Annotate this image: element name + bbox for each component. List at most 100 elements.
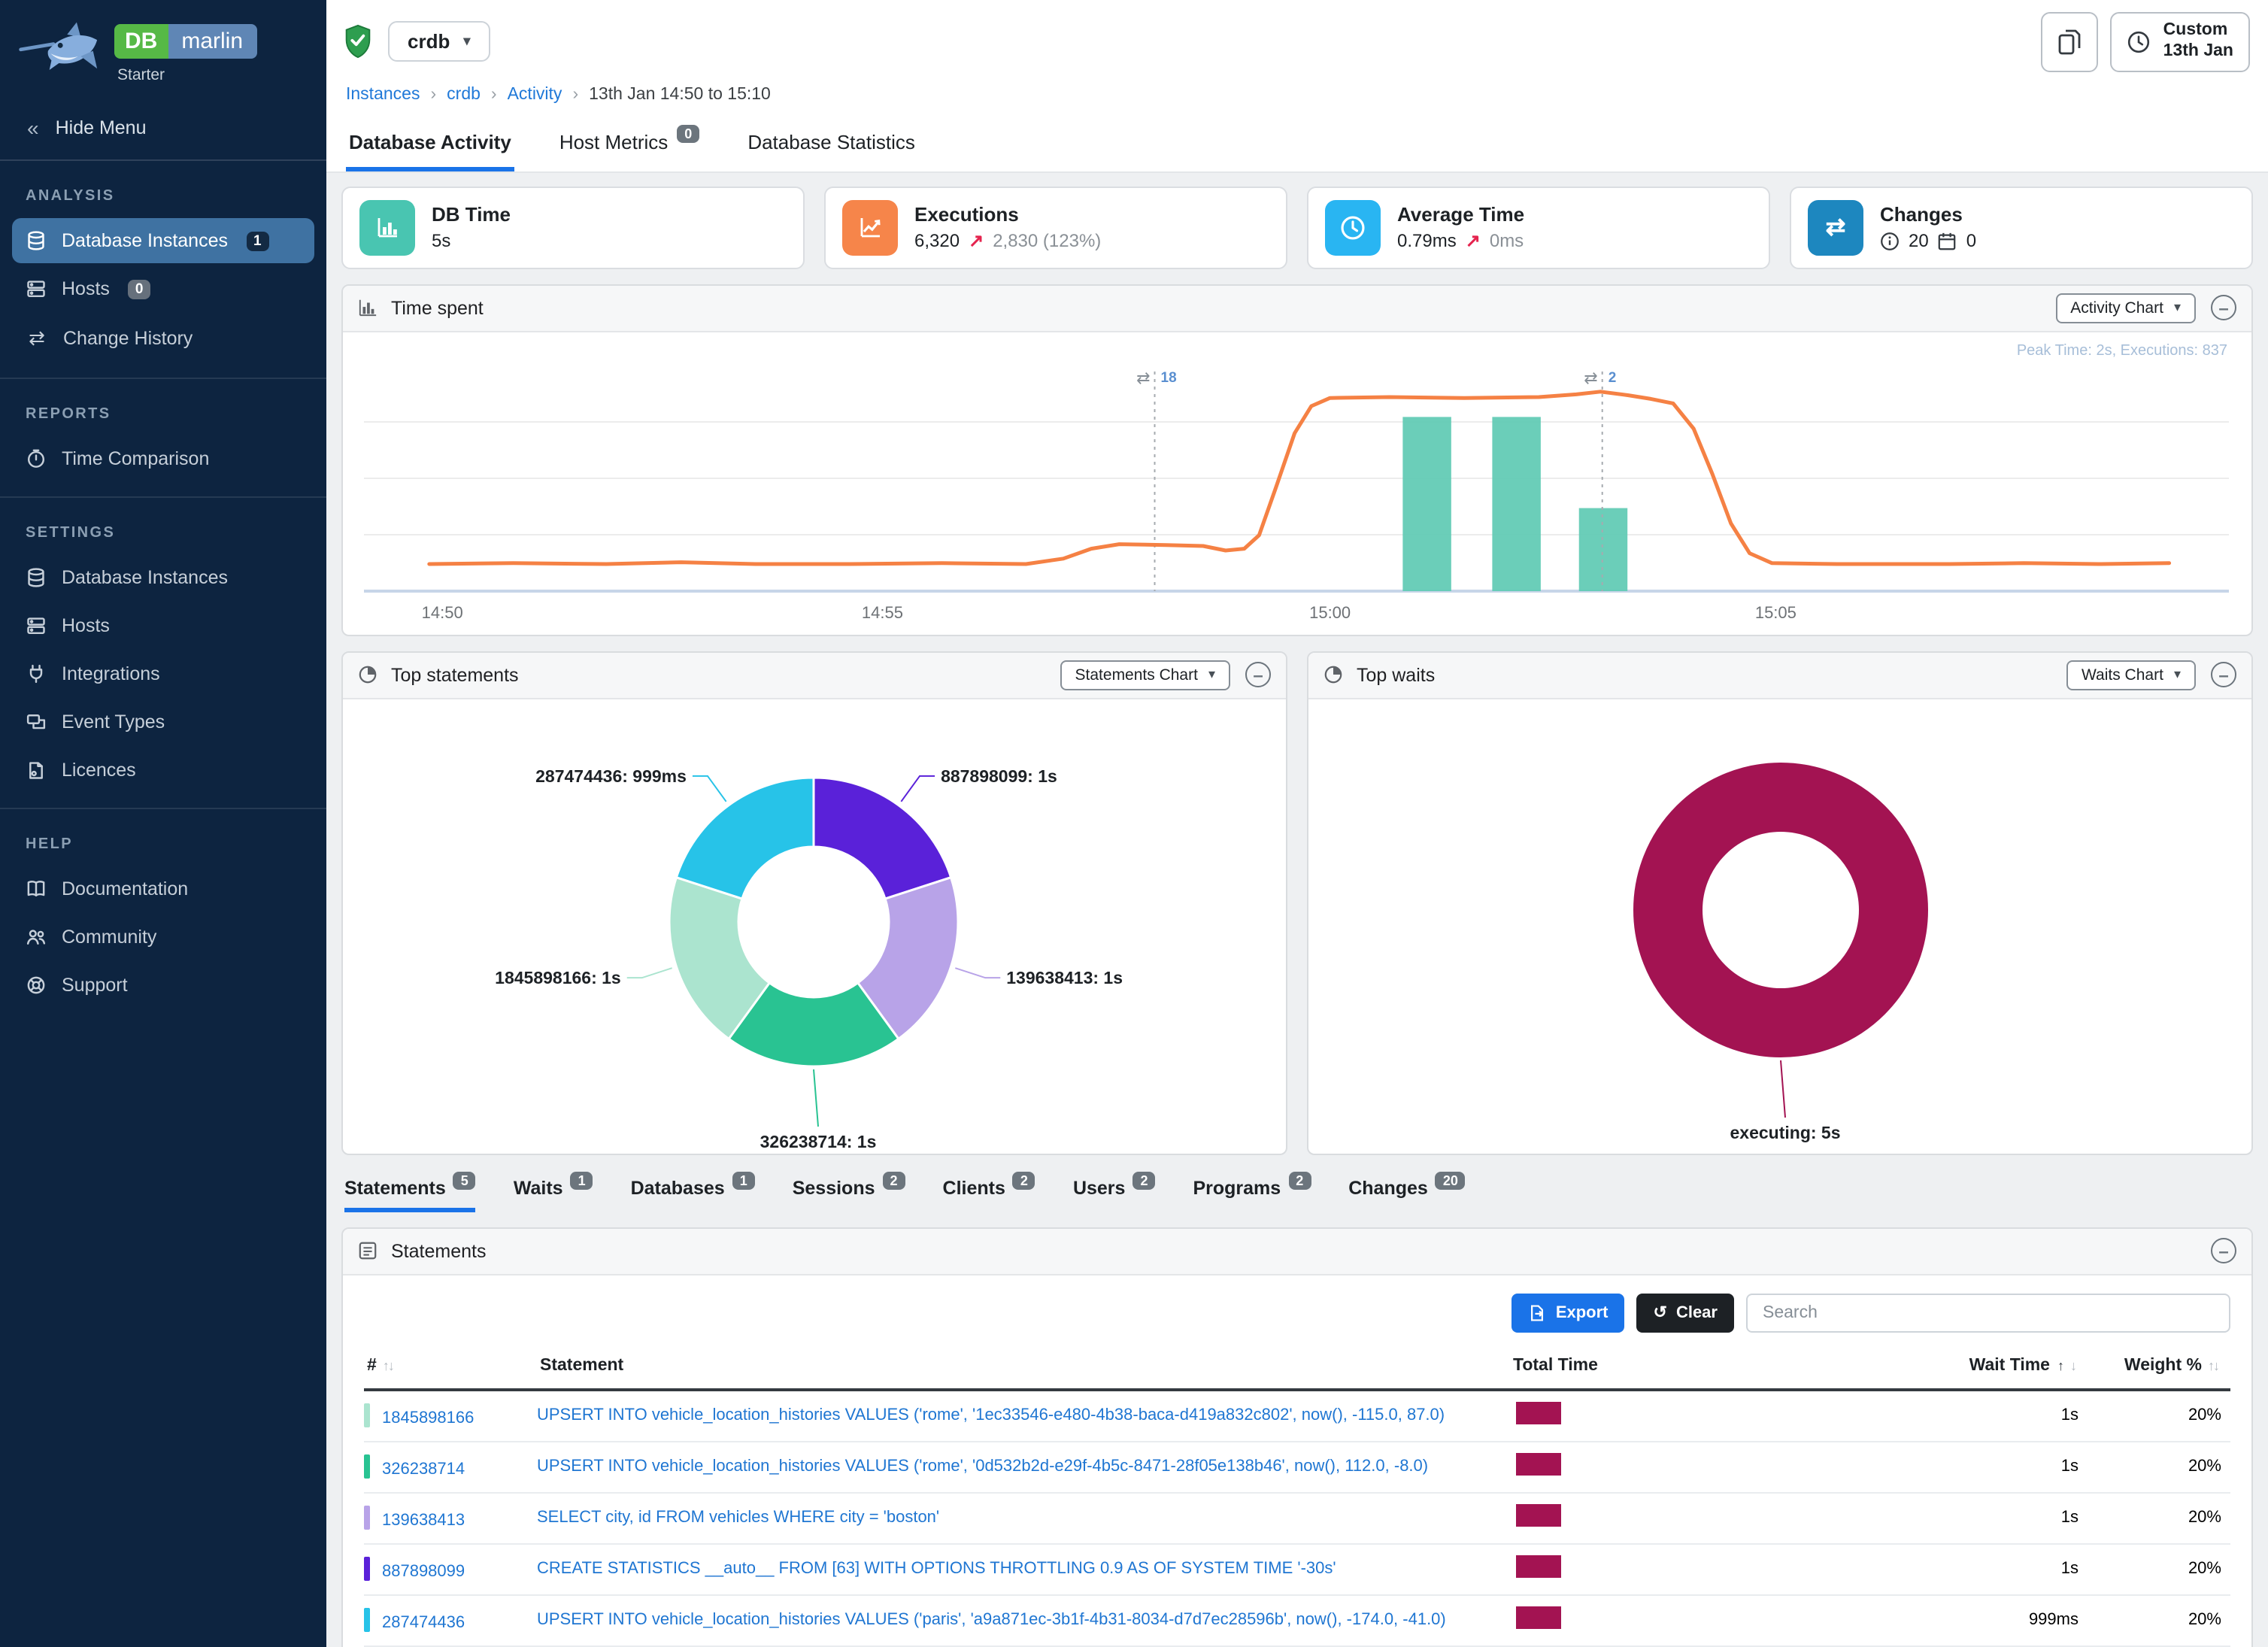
sidebar-item-documentation[interactable]: Documentation	[12, 866, 314, 911]
statement-link[interactable]: SELECT city, id FROM vehicles WHERE city…	[537, 1509, 940, 1527]
total-time-bar	[1516, 1555, 1561, 1579]
table-header: # ↑↓ Statement Total Time Wait Time ↑ ↓ Wei…	[364, 1350, 2230, 1391]
tab-clients[interactable]: Clients 2	[943, 1171, 1035, 1212]
collapse-panel-icon[interactable]: –	[2211, 295, 2236, 321]
people-icon	[26, 930, 46, 945]
sidebar-item-database-instances[interactable]: Database Instances 1	[12, 218, 314, 263]
shield-check-icon	[345, 25, 371, 59]
undo-icon: ↺	[1653, 1304, 1667, 1323]
col-wait-time[interactable]: Wait Time ↑ ↓	[1969, 1356, 2077, 1375]
statement-id-link[interactable]: 287474436	[382, 1614, 465, 1633]
tab-statements[interactable]: Statements 5	[344, 1171, 476, 1212]
activity-chart-canvas[interactable]: ⇄ 18 ⇄ 2 14:50 14:55 15:00 15:05	[349, 338, 2244, 626]
time-spent-panel: Time spent Activity Chart ▾ – Peak Time:…	[341, 284, 2253, 636]
chevron-down-icon: ▾	[1208, 666, 1215, 682]
life-ring-icon	[27, 976, 45, 994]
top-waits-donut[interactable]: executing: 5s	[1314, 699, 2246, 1153]
tab-host-metrics[interactable]: Host Metrics 0	[556, 123, 703, 171]
panel-title: Top statements	[391, 664, 519, 686]
tab-sessions[interactable]: Sessions 2	[793, 1171, 905, 1212]
statement-link[interactable]: UPSERT INTO vehicle_location_histories V…	[537, 1457, 1429, 1476]
collapse-panel-icon[interactable]: –	[1245, 662, 1271, 688]
tab-changes[interactable]: Changes 20	[1348, 1171, 1466, 1212]
count-badge: 2	[1288, 1171, 1311, 1190]
double-chevron-left-icon: «	[27, 116, 39, 140]
tab-programs[interactable]: Programs 2	[1193, 1171, 1311, 1212]
sidebar-item-change-history[interactable]: ⇄ Change History	[12, 314, 314, 362]
sidebar-item-integrations[interactable]: Integrations	[12, 651, 314, 696]
info-circle-icon	[1880, 231, 1900, 250]
statement-id-link[interactable]: 887898099	[382, 1563, 465, 1582]
breadcrumb-activity[interactable]: Activity	[507, 85, 562, 104]
col-weight[interactable]: Weight % ↑↓	[2124, 1356, 2220, 1375]
sidebar-item-community[interactable]: Community	[12, 914, 314, 960]
instance-selector-button[interactable]: crdb ▾	[388, 21, 490, 62]
time-range-button[interactable]: Custom 13th Jan	[2110, 12, 2250, 72]
hide-menu-button[interactable]: « Hide Menu	[0, 96, 326, 161]
breadcrumb-current-range: 13th Jan 14:50 to 15:10	[589, 85, 771, 104]
nav-section-analysis: ANALYSIS Database Instances 1 Hosts 0 ⇄ …	[0, 161, 326, 379]
licence-icon	[29, 762, 43, 779]
statement-id-link[interactable]: 139638413	[382, 1512, 465, 1530]
sidebar-item-event-types[interactable]: Event Types	[12, 699, 314, 745]
activity-chart-select[interactable]: Activity Chart ▾	[2055, 293, 2196, 323]
section-title: HELP	[26, 836, 73, 853]
book-icon	[27, 881, 45, 896]
nav-section-reports: REPORTS Time Comparison	[0, 379, 326, 498]
sort-icon: ↓	[2070, 1357, 2077, 1373]
chart-icon	[358, 298, 377, 317]
col-statement[interactable]: Statement	[540, 1356, 624, 1375]
statements-chart-select[interactable]: Statements Chart ▾	[1060, 660, 1230, 690]
tab-database-activity[interactable]: Database Activity	[346, 123, 514, 171]
breadcrumb-instances[interactable]: Instances	[346, 85, 420, 104]
logo-marlin-box: marlin	[168, 24, 257, 59]
tab-users[interactable]: Users 2	[1073, 1171, 1156, 1212]
top-statements-panel: Top statements Statements Chart ▾ – 8878…	[341, 651, 1287, 1155]
col-num[interactable]: # ↑↓	[367, 1356, 395, 1375]
tab-databases[interactable]: Databases 1	[631, 1171, 755, 1212]
waits-chart-select[interactable]: Waits Chart ▾	[2066, 660, 2196, 690]
statement-link[interactable]: UPSERT INTO vehicle_location_histories V…	[537, 1611, 1446, 1630]
logo-db-box: DB	[114, 24, 168, 59]
collapse-panel-icon[interactable]: –	[2211, 1238, 2236, 1264]
plug-icon	[29, 664, 43, 684]
clock-icon	[27, 449, 45, 468]
sort-icon: ↑↓	[2208, 1357, 2220, 1373]
statement-link[interactable]: CREATE STATISTICS __auto__ FROM [63] WIT…	[537, 1560, 1336, 1579]
sidebar-item-time-comparison[interactable]: Time Comparison	[12, 436, 314, 481]
tab-database-statistics[interactable]: Database Statistics	[747, 130, 915, 153]
svg-text:326238714: 1s: 326238714: 1s	[760, 1131, 877, 1151]
search-input[interactable]	[1746, 1293, 2230, 1333]
trend-up-icon: ↗	[969, 230, 984, 252]
col-total-time[interactable]: Total Time	[1513, 1356, 1598, 1375]
breadcrumb: Instances › crdb › Activity › 13th Jan 1…	[346, 85, 771, 104]
sidebar-item-licences[interactable]: Licences	[12, 748, 314, 793]
sidebar-item-settings-hosts[interactable]: Hosts	[12, 603, 314, 648]
wait-time-value: 1s	[2060, 1457, 2078, 1476]
count-badge: 5	[453, 1171, 476, 1190]
sort-icon: ↑↓	[382, 1357, 395, 1373]
count-badge: 0	[127, 279, 151, 299]
tab-waits[interactable]: Waits 1	[514, 1171, 593, 1212]
sidebar-item-settings-database-instances[interactable]: Database Instances	[12, 555, 314, 600]
copy-link-button[interactable]	[2041, 12, 2099, 72]
statements-list-icon	[358, 1241, 377, 1260]
statements-panel: Statements – Export ↺ Clear	[341, 1227, 2253, 1647]
sidebar-item-support[interactable]: Support	[12, 963, 314, 1008]
export-button[interactable]: Export	[1511, 1293, 1625, 1333]
sidebar-item-hosts[interactable]: Hosts 0	[12, 266, 314, 311]
weight-value: 20%	[2188, 1509, 2221, 1527]
clear-button[interactable]: ↺ Clear	[1636, 1293, 1734, 1333]
count-badge: 1	[732, 1171, 755, 1190]
collapse-panel-icon[interactable]: –	[2211, 662, 2236, 688]
trend-up-icon: ↗	[1465, 230, 1481, 252]
nav-section-settings: SETTINGS Database Instances Hosts Integr…	[0, 498, 326, 809]
top-statements-donut[interactable]: 887898099: 1s 139638413: 1s 326238714: 1s 1…	[344, 699, 1284, 1153]
statement-link[interactable]: UPSERT INTO vehicle_location_histories V…	[537, 1406, 1445, 1425]
weight-value: 20%	[2188, 1611, 2221, 1630]
card-db-time: DB Time 5s	[341, 186, 805, 269]
statement-id-link[interactable]: 326238714	[382, 1460, 465, 1479]
breadcrumb-crdb[interactable]: crdb	[447, 85, 481, 104]
statement-id-link[interactable]: 1845898166	[382, 1409, 475, 1428]
detail-tabs: Statements 5 Waits 1 Databases 1 Sessions 2 …	[344, 1171, 2250, 1212]
